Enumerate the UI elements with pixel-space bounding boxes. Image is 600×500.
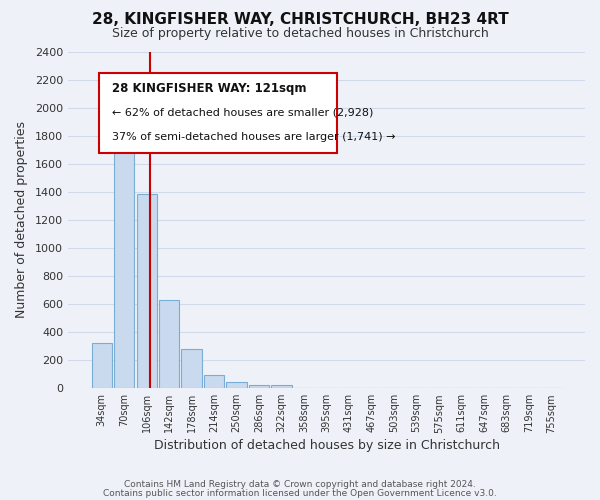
Bar [249,384,269,388]
Y-axis label: Number of detached properties: Number of detached properties [15,122,28,318]
Text: ← 62% of detached houses are smaller (2,928): ← 62% of detached houses are smaller (2,… [112,107,373,117]
Bar [204,375,224,388]
Text: Contains public sector information licensed under the Open Government Licence v3: Contains public sector information licen… [103,488,497,498]
Bar [137,194,157,388]
X-axis label: Distribution of detached houses by size in Christchurch: Distribution of detached houses by size … [154,440,500,452]
Bar [159,300,179,388]
Text: Size of property relative to detached houses in Christchurch: Size of property relative to detached ho… [112,28,488,40]
Text: Contains HM Land Registry data © Crown copyright and database right 2024.: Contains HM Land Registry data © Crown c… [124,480,476,489]
Bar [181,349,202,388]
Text: 28, KINGFISHER WAY, CHRISTCHURCH, BH23 4RT: 28, KINGFISHER WAY, CHRISTCHURCH, BH23 4… [92,12,508,28]
Text: 37% of semi-detached houses are larger (1,741) →: 37% of semi-detached houses are larger (… [112,132,395,142]
Bar [226,382,247,388]
Bar [92,344,112,388]
Bar [99,74,337,152]
Bar [114,114,134,388]
Bar [271,386,292,388]
Text: 28 KINGFISHER WAY: 121sqm: 28 KINGFISHER WAY: 121sqm [112,82,307,95]
